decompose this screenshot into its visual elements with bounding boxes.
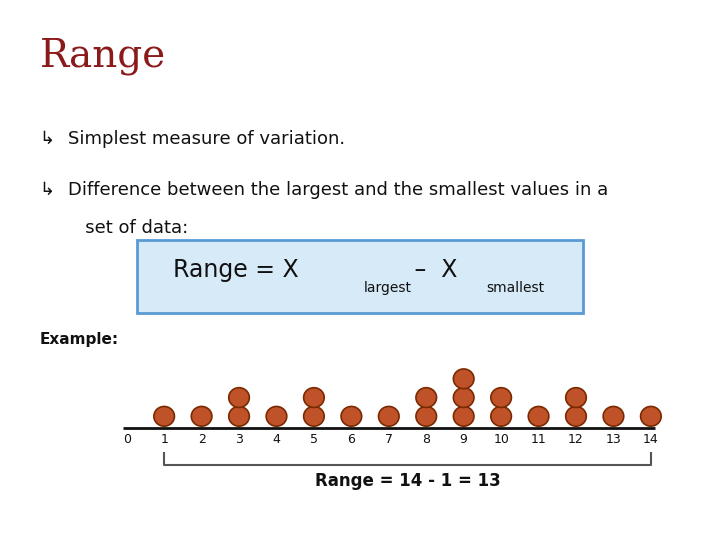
Ellipse shape	[341, 407, 361, 426]
Text: 13: 13	[606, 433, 621, 446]
Ellipse shape	[566, 407, 586, 426]
Ellipse shape	[454, 388, 474, 408]
Ellipse shape	[454, 407, 474, 426]
Text: 2: 2	[198, 433, 205, 446]
Text: 7: 7	[384, 433, 393, 446]
Ellipse shape	[229, 407, 249, 426]
Ellipse shape	[491, 388, 511, 408]
Ellipse shape	[416, 407, 436, 426]
Ellipse shape	[566, 388, 586, 408]
Ellipse shape	[304, 388, 324, 408]
Text: 5: 5	[310, 433, 318, 446]
Ellipse shape	[641, 407, 661, 426]
Ellipse shape	[416, 388, 436, 408]
FancyBboxPatch shape	[137, 240, 583, 313]
Text: 10: 10	[493, 433, 509, 446]
Text: ↳: ↳	[40, 181, 55, 199]
Text: 14: 14	[643, 433, 659, 446]
Text: Range = X: Range = X	[173, 258, 298, 282]
Text: Simplest measure of variation.: Simplest measure of variation.	[68, 130, 346, 147]
Text: largest: largest	[364, 281, 412, 295]
Ellipse shape	[154, 407, 174, 426]
Ellipse shape	[379, 407, 399, 426]
Text: 11: 11	[531, 433, 546, 446]
Text: Range = 14 - 1 = 13: Range = 14 - 1 = 13	[315, 472, 500, 490]
Text: ↳: ↳	[40, 130, 55, 147]
Ellipse shape	[603, 407, 624, 426]
Ellipse shape	[454, 369, 474, 389]
Ellipse shape	[192, 407, 212, 426]
Text: Range: Range	[40, 38, 166, 75]
Text: set of data:: set of data:	[68, 219, 189, 237]
Ellipse shape	[304, 407, 324, 426]
Text: 12: 12	[568, 433, 584, 446]
Text: 1: 1	[161, 433, 168, 446]
Text: 9: 9	[460, 433, 467, 446]
Text: Difference between the largest and the smallest values in a: Difference between the largest and the s…	[68, 181, 608, 199]
Text: 8: 8	[422, 433, 431, 446]
Text: –  X: – X	[407, 258, 457, 282]
Text: 3: 3	[235, 433, 243, 446]
Ellipse shape	[229, 388, 249, 408]
Text: 4: 4	[273, 433, 280, 446]
Text: 0: 0	[122, 433, 131, 446]
Ellipse shape	[491, 407, 511, 426]
Text: 6: 6	[348, 433, 355, 446]
Text: smallest: smallest	[486, 281, 544, 295]
Ellipse shape	[528, 407, 549, 426]
Text: Example:: Example:	[40, 332, 119, 347]
Ellipse shape	[266, 407, 287, 426]
